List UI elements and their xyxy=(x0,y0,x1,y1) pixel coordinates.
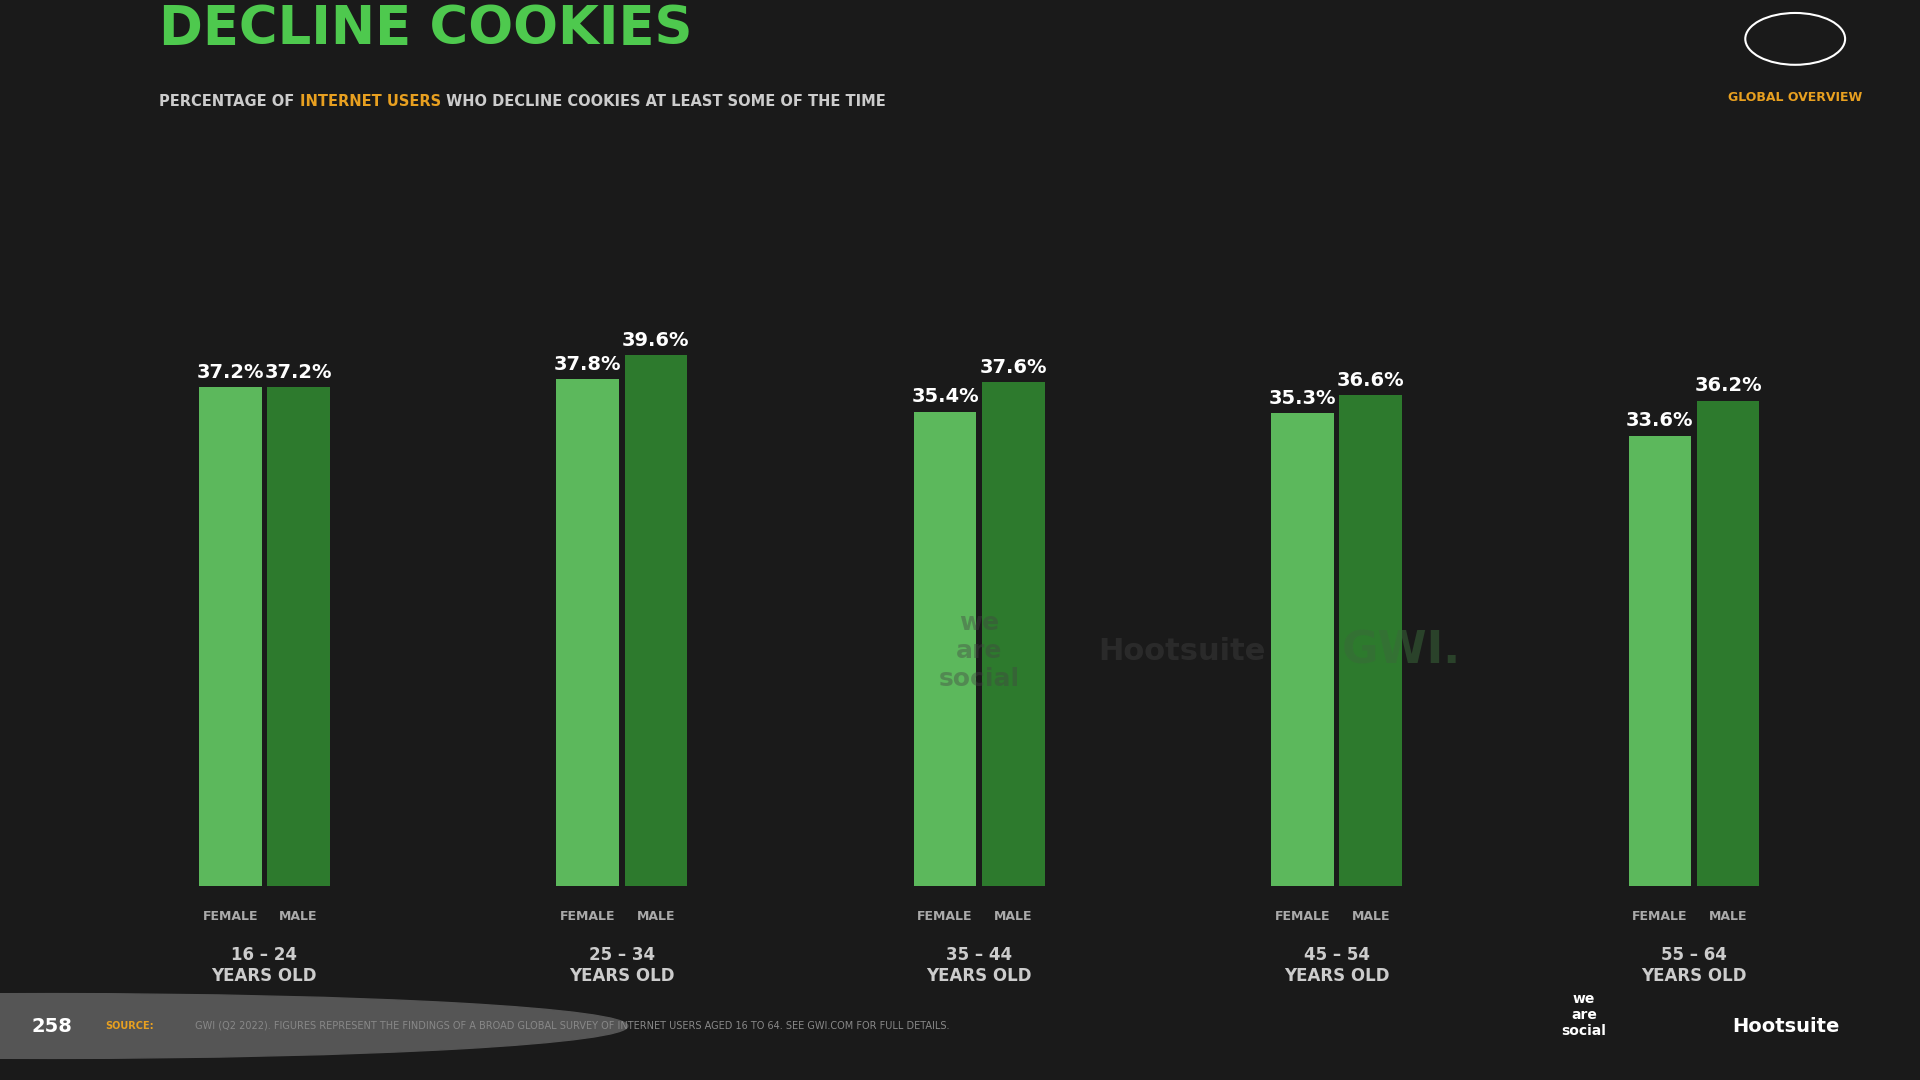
Text: 16 – 24
YEARS OLD: 16 – 24 YEARS OLD xyxy=(211,946,317,985)
Bar xyxy=(1697,401,1759,886)
Text: MALE: MALE xyxy=(1352,909,1390,922)
Bar xyxy=(1271,413,1334,886)
Text: 2022: 2022 xyxy=(21,77,123,110)
Text: we
are
social: we are social xyxy=(1561,993,1607,1038)
Text: Hootsuite: Hootsuite xyxy=(1732,1016,1839,1036)
Circle shape xyxy=(0,994,628,1058)
Text: INTERNET USERS: INTERNET USERS xyxy=(300,94,442,109)
Text: 36.6%: 36.6% xyxy=(1336,372,1405,390)
Text: 35.3%: 35.3% xyxy=(1269,389,1336,407)
Bar xyxy=(557,379,618,886)
Text: PERCENTAGE OF: PERCENTAGE OF xyxy=(159,94,300,109)
Text: WHO DECLINE COOKIES AT LEAST SOME OF THE TIME: WHO DECLINE COOKIES AT LEAST SOME OF THE… xyxy=(442,94,885,109)
Text: 36.2%: 36.2% xyxy=(1693,377,1763,395)
Text: FEMALE: FEMALE xyxy=(918,909,973,922)
Bar xyxy=(267,388,330,886)
Text: GLOBAL OVERVIEW: GLOBAL OVERVIEW xyxy=(1728,91,1862,104)
Text: we
are
social: we are social xyxy=(939,611,1020,691)
Bar xyxy=(1340,395,1402,886)
Text: SOURCE:: SOURCE: xyxy=(106,1021,154,1031)
Text: MALE: MALE xyxy=(637,909,676,922)
Text: FEMALE: FEMALE xyxy=(561,909,616,922)
Text: MALE: MALE xyxy=(1709,909,1747,922)
Bar xyxy=(914,411,977,886)
Text: FEMALE: FEMALE xyxy=(202,909,257,922)
Text: DECLINE COOKIES: DECLINE COOKIES xyxy=(159,2,693,54)
Bar xyxy=(1628,435,1692,886)
Text: 35.4%: 35.4% xyxy=(912,387,979,406)
Text: 35 – 44
YEARS OLD: 35 – 44 YEARS OLD xyxy=(927,946,1031,985)
Text: GWI (Q2 2022). FIGURES REPRESENT THE FINDINGS OF A BROAD GLOBAL SURVEY OF INTERN: GWI (Q2 2022). FIGURES REPRESENT THE FIN… xyxy=(192,1021,950,1031)
Text: 37.2%: 37.2% xyxy=(196,363,265,382)
Text: 45 – 54
YEARS OLD: 45 – 54 YEARS OLD xyxy=(1284,946,1390,985)
Text: 37.2%: 37.2% xyxy=(265,363,332,382)
Bar xyxy=(624,355,687,886)
Text: FEMALE: FEMALE xyxy=(1275,909,1331,922)
Text: OCT: OCT xyxy=(31,19,113,53)
Text: 258: 258 xyxy=(31,1016,73,1036)
Text: 25 – 34
YEARS OLD: 25 – 34 YEARS OLD xyxy=(568,946,674,985)
Text: 55 – 64
YEARS OLD: 55 – 64 YEARS OLD xyxy=(1642,946,1747,985)
Text: 33.6%: 33.6% xyxy=(1626,411,1693,430)
Text: 37.6%: 37.6% xyxy=(979,357,1046,377)
Bar xyxy=(981,382,1044,886)
Bar xyxy=(200,388,261,886)
Text: MALE: MALE xyxy=(995,909,1033,922)
Text: GWI.: GWI. xyxy=(1342,630,1461,673)
Text: 37.8%: 37.8% xyxy=(553,355,622,374)
Text: Hootsuite: Hootsuite xyxy=(1098,637,1265,665)
Text: FEMALE: FEMALE xyxy=(1632,909,1688,922)
Text: MALE: MALE xyxy=(278,909,317,922)
Text: 39.6%: 39.6% xyxy=(622,330,689,350)
